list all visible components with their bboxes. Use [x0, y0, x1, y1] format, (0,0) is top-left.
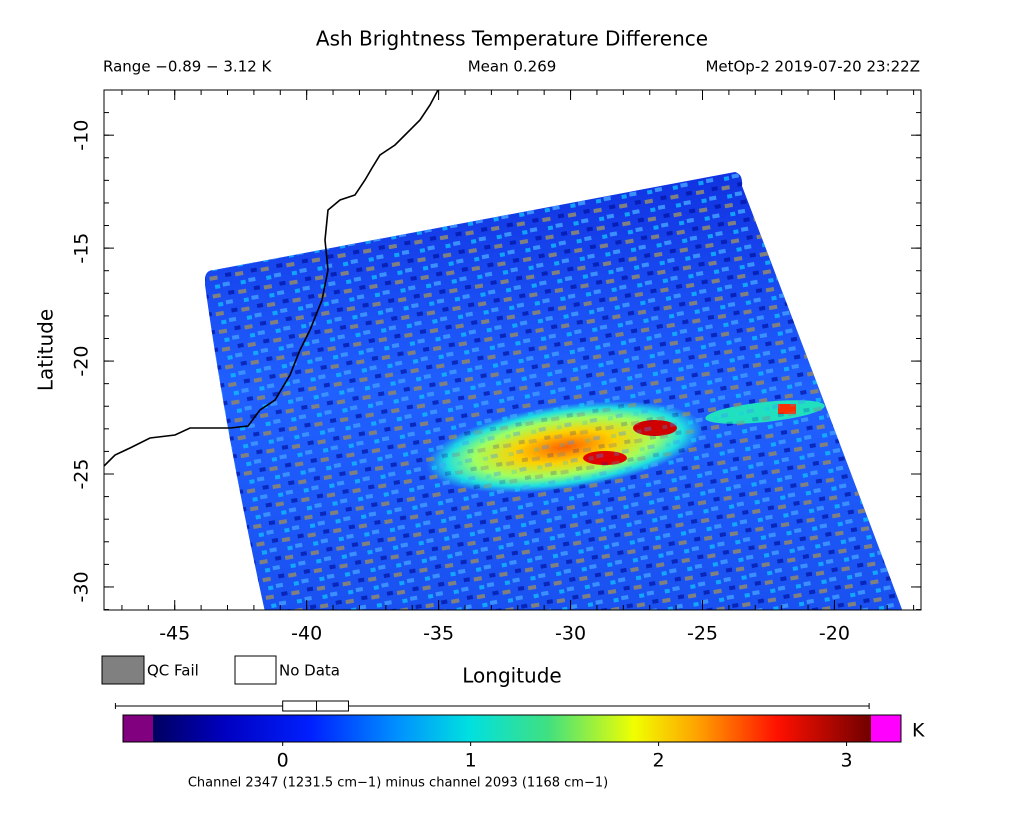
legend-label: QC Fail [147, 662, 199, 680]
colorbar-frame [122, 714, 902, 743]
subtitle: Mean 0.269 [468, 58, 557, 76]
y-tick-label: -25 [71, 458, 93, 489]
box [282, 700, 349, 712]
swath [205, 172, 903, 610]
chart-title: Ash Brightness Temperature Difference [316, 27, 708, 51]
y-axis-label: Latitude [34, 309, 58, 391]
y-tick-label: -20 [71, 346, 93, 377]
y-tick-label: -10 [71, 120, 93, 151]
x-tick-label: -25 [687, 623, 718, 645]
swath-pixels [205, 172, 903, 610]
colorbar-tick-label: 2 [653, 750, 665, 772]
coastline [104, 90, 439, 467]
colorbar-caption: Channel 2347 (1231.5 cm−1) minus channel… [188, 776, 608, 791]
map-area [104, 90, 903, 610]
subtitle: MetOp-2 2019-07-20 23:22Z [705, 58, 920, 76]
plot-frame [103, 89, 922, 611]
colorbar-tick-label: 3 [841, 750, 853, 772]
x-tick-label: -45 [159, 623, 190, 645]
colorbar-tick-label: 0 [277, 750, 289, 772]
under-range-swatch [123, 715, 153, 742]
x-tick-label: -30 [555, 623, 586, 645]
colorbar-tick-label: 1 [465, 750, 477, 772]
y-tick-label: -30 [71, 571, 93, 602]
subtitle: Range −0.89 − 3.12 K [103, 58, 273, 76]
legend-swatch [101, 655, 145, 685]
x-tick-label: -35 [423, 623, 454, 645]
legend-label: No Data [279, 662, 340, 680]
x-tick-label: -40 [291, 623, 322, 645]
colorbar-unit: K [912, 720, 925, 742]
legend-swatch [234, 655, 277, 685]
x-axis-label: Longitude [462, 664, 561, 688]
x-tick-label: -20 [819, 623, 850, 645]
y-tick-label: -15 [71, 233, 93, 264]
over-range-swatch [871, 715, 901, 742]
colorbar [153, 715, 871, 742]
